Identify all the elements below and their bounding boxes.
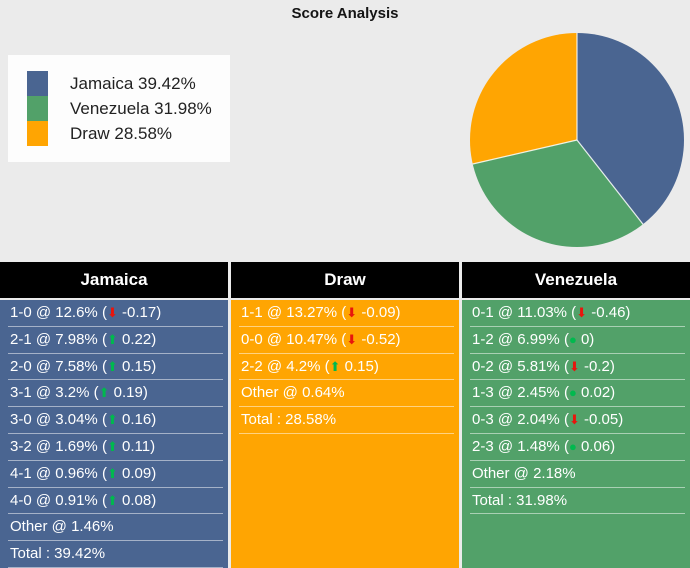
column-header: Draw — [231, 262, 459, 298]
table-row: 3-2 @ 1.69% (⬆ 0.11) — [8, 434, 223, 461]
column-header: Jamaica — [0, 262, 228, 298]
table-row: 1-0 @ 12.6% (⬇ -0.17) — [8, 300, 223, 327]
legend-swatch — [27, 96, 48, 121]
table-row: 4-1 @ 0.96% (⬆ 0.09) — [8, 461, 223, 488]
table-row: 1-1 @ 13.27% (⬇ -0.09) — [239, 300, 454, 327]
legend-label: Draw 28.58% — [70, 123, 173, 143]
legend-item: Jamaica 39.42% — [27, 71, 230, 96]
arrow-down-icon: ⬇ — [568, 358, 580, 374]
row-score-text: 1-3 @ 2.45% ( — [472, 384, 569, 402]
pie-legend: Jamaica 39.42% Venezuela 31.98% Draw 28.58… — [8, 55, 230, 162]
arrow-up-icon: ⬆ — [106, 465, 118, 481]
legend-swatch — [27, 121, 48, 146]
arrow-down-icon: ⬇ — [576, 305, 588, 320]
row-score-text: 1-0 @ 12.6% ( — [10, 304, 107, 321]
column-header: Venezuela — [462, 262, 690, 298]
table-row: 0-3 @ 2.04% (⬇ -0.05) — [470, 407, 685, 434]
table-row: Total : 31.98% — [470, 488, 685, 515]
arrow-up-icon: ⬆ — [106, 358, 118, 374]
arrow-up-icon: ⬆ — [329, 358, 341, 374]
row-change-text: -0.09) — [357, 304, 401, 321]
arrow-down-icon: ⬇ — [346, 331, 358, 347]
pie-chart — [470, 33, 684, 247]
arrow-up-icon: ⬆ — [106, 438, 118, 454]
row-score-text: 4-1 @ 0.96% ( — [10, 464, 107, 482]
column-body: 1-1 @ 13.27% (⬇ -0.09) 0-0 @ 10.47% (⬇ -0… — [231, 300, 459, 568]
arrow-up-icon: ⬆ — [106, 492, 118, 508]
page-title: Score Analysis — [291, 5, 399, 22]
table-row: 1-2 @ 6.99% (● 0) — [470, 327, 685, 354]
row-change-text: 0.08) — [117, 491, 157, 509]
column-body: 0-1 @ 11.03% (⬇ -0.46) 1-2 @ 6.99% (● 0) 0… — [462, 300, 690, 568]
table-row: Other @ 2.18% — [470, 461, 685, 488]
row-score-text: 3-2 @ 1.69% ( — [10, 437, 107, 455]
legend-label: Jamaica 39.42% — [70, 73, 196, 93]
table-row: 0-1 @ 11.03% (⬇ -0.46) — [470, 300, 685, 327]
table-row: Other @ 1.46% — [8, 514, 223, 542]
score-column-jamaica: Jamaica 1-0 @ 12.6% (⬇ -0.17) 2-1 @ 7.98% … — [0, 262, 228, 568]
row-score-text: 0-3 @ 2.04% ( — [472, 411, 569, 429]
score-column-venezuela: Venezuela 0-1 @ 11.03% (⬇ -0.46) 1-2 @ 6.9… — [462, 262, 690, 568]
score-column-draw: Draw 1-1 @ 13.27% (⬇ -0.09) 0-0 @ 10.47% (… — [231, 262, 459, 568]
legend-label: Venezuela 31.98% — [70, 98, 212, 118]
dot-icon: ● — [568, 385, 577, 401]
row-score-text: 3-0 @ 3.04% ( — [10, 411, 107, 429]
row-change-text: -0.52) — [357, 330, 401, 348]
row-change-text: 0.16) — [117, 411, 157, 429]
table-row: 0-0 @ 10.47% (⬇ -0.52) — [239, 327, 454, 354]
row-change-text: 0.06) — [576, 437, 616, 455]
row-score-text: 2-2 @ 4.2% ( — [241, 357, 330, 375]
score-tables: Jamaica 1-0 @ 12.6% (⬇ -0.17) 2-1 @ 7.98% … — [0, 262, 690, 568]
row-score-text: 2-0 @ 7.58% ( — [10, 357, 107, 375]
legend-swatch — [27, 71, 48, 96]
row-change-text: 0.11) — [117, 437, 156, 455]
row-score-text: 0-0 @ 10.47% ( — [241, 330, 347, 348]
table-row: Total : 39.42% — [8, 541, 223, 568]
pie-slice-borders — [472, 33, 644, 225]
table-row: 1-3 @ 2.45% (● 0.02) — [470, 380, 685, 408]
dot-icon: ● — [568, 438, 577, 454]
row-score-text: 0-2 @ 5.81% ( — [472, 357, 569, 375]
table-row: Total : 28.58% — [239, 407, 454, 434]
table-row: 2-3 @ 1.48% (● 0.06) — [470, 434, 685, 461]
row-change-text: -0.46) — [587, 304, 631, 321]
row-score-text: 1-1 @ 13.27% ( — [241, 304, 347, 321]
row-score-text: 0-1 @ 11.03% ( — [472, 304, 577, 321]
row-change-text: 0.19) — [109, 384, 148, 402]
table-row: 3-1 @ 3.2% (⬆ 0.19) — [8, 380, 223, 408]
legend-item: Draw 28.58% — [27, 121, 230, 146]
table-row: 2-1 @ 7.98% (⬆ 0.22) — [8, 327, 223, 354]
arrow-down-icon: ⬇ — [346, 305, 358, 320]
row-change-text: 0.09) — [117, 464, 157, 482]
arrow-down-icon: ⬇ — [568, 412, 580, 428]
row-score-text: 3-1 @ 3.2% ( — [10, 384, 99, 402]
table-row: 3-0 @ 3.04% (⬆ 0.16) — [8, 407, 223, 434]
row-change-text: -0.05) — [579, 411, 624, 429]
table-row: 0-2 @ 5.81% (⬇ -0.2) — [470, 354, 685, 381]
arrow-up-icon: ⬆ — [106, 331, 118, 347]
row-score-text: 2-3 @ 1.48% ( — [472, 437, 569, 455]
row-score-text: 2-1 @ 7.98% ( — [10, 330, 107, 348]
row-change-text: -0.17) — [117, 304, 162, 321]
row-score-text: 4-0 @ 0.91% ( — [10, 491, 107, 509]
row-change-text: 0.22) — [117, 330, 157, 348]
table-row: Other @ 0.64% — [239, 380, 454, 408]
table-row: 2-2 @ 4.2% (⬆ 0.15) — [239, 354, 454, 381]
row-change-text: 0.15) — [340, 357, 379, 375]
arrow-up-icon: ⬆ — [106, 412, 118, 428]
row-change-text: 0) — [576, 330, 595, 348]
row-change-text: -0.2) — [579, 357, 615, 375]
legend-item: Venezuela 31.98% — [27, 96, 230, 121]
arrow-up-icon: ⬆ — [98, 385, 110, 401]
table-row: 2-0 @ 7.58% (⬆ 0.15) — [8, 354, 223, 381]
column-body: 1-0 @ 12.6% (⬇ -0.17) 2-1 @ 7.98% (⬆ 0.22… — [0, 300, 228, 568]
table-row: 4-0 @ 0.91% (⬆ 0.08) — [8, 488, 223, 515]
row-change-text: 0.15) — [117, 357, 157, 375]
row-change-text: 0.02) — [576, 384, 616, 402]
row-score-text: 1-2 @ 6.99% ( — [472, 330, 569, 348]
dot-icon: ● — [568, 331, 577, 347]
arrow-down-icon: ⬇ — [106, 305, 118, 320]
